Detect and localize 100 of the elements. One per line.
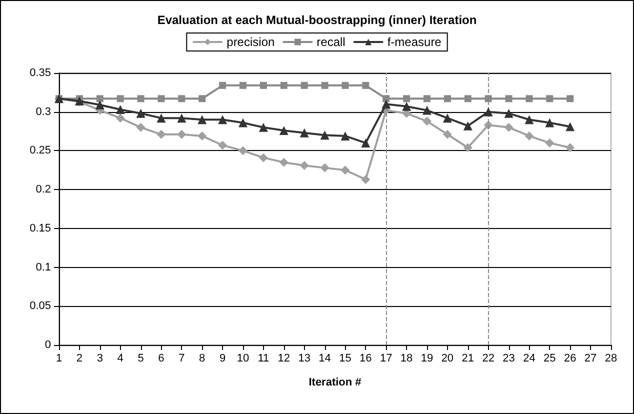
x-tick-label: 26 <box>564 352 576 364</box>
point <box>116 105 125 114</box>
x-tick-label: 9 <box>219 352 226 364</box>
point <box>156 130 166 139</box>
point <box>442 130 452 139</box>
point <box>361 174 370 184</box>
y-tick-label: 0.35 <box>30 67 51 79</box>
point <box>218 115 228 124</box>
point <box>238 146 248 156</box>
x-tick-label: 16 <box>360 352 372 364</box>
point <box>116 95 124 102</box>
point <box>403 95 410 102</box>
point <box>361 138 370 148</box>
x-tick-label: 19 <box>420 352 434 364</box>
x-tick-label: 2 <box>76 352 83 364</box>
point <box>484 107 493 116</box>
point <box>218 140 228 150</box>
x-tick-label: 23 <box>502 352 515 364</box>
point <box>137 95 144 102</box>
point <box>362 82 370 89</box>
point <box>484 95 492 102</box>
point <box>96 95 104 102</box>
x-tick-label: 1 <box>56 352 62 364</box>
x-tick-label: 4 <box>117 352 124 364</box>
point <box>320 163 330 172</box>
chart-title: Evaluation at each Mutual-boostrapping (inner) Iteration <box>157 13 477 27</box>
point <box>240 82 246 89</box>
point <box>321 82 328 89</box>
point <box>116 114 125 123</box>
x-tick-label: 5 <box>138 352 144 364</box>
point <box>504 122 514 132</box>
point <box>198 131 207 140</box>
point <box>258 153 268 162</box>
point <box>464 95 472 102</box>
point <box>156 114 166 123</box>
point <box>279 126 288 136</box>
point <box>198 95 206 102</box>
point <box>566 95 574 102</box>
x-tick-label: 21 <box>462 352 474 364</box>
legend-label: recall <box>316 35 346 49</box>
x-tick-label: 25 <box>544 352 556 364</box>
point <box>219 82 226 89</box>
point <box>136 122 146 132</box>
y-tick-label: 0.2 <box>36 184 51 196</box>
x-tick-label: 3 <box>96 352 103 364</box>
point <box>504 108 514 118</box>
point <box>158 95 165 102</box>
x-tick-label: 11 <box>258 352 270 364</box>
x-tick-label: 8 <box>199 352 206 364</box>
legend-label: precision <box>226 35 275 49</box>
point <box>424 95 430 102</box>
x-tick-label: 14 <box>318 352 331 364</box>
y-tick-label: 0 <box>44 339 51 351</box>
point <box>545 138 554 148</box>
point <box>178 95 186 102</box>
point <box>526 95 533 102</box>
y-tick-label: 0.05 <box>30 300 51 312</box>
point <box>524 131 534 140</box>
x-tick-label: 28 <box>604 352 618 364</box>
point <box>238 118 248 128</box>
point <box>280 82 288 89</box>
point <box>444 95 451 102</box>
x-tick-label: 24 <box>523 352 536 364</box>
point <box>300 82 308 89</box>
point <box>136 108 146 118</box>
point <box>442 114 452 123</box>
point <box>340 166 350 175</box>
point <box>545 118 554 128</box>
x-tick-label: 10 <box>236 352 250 364</box>
x-tick-label: 17 <box>380 352 392 364</box>
legend-label: f-measure <box>387 35 442 49</box>
point <box>342 82 349 89</box>
x-tick-label: 7 <box>178 352 185 364</box>
point <box>524 115 534 124</box>
x-tick-label: 22 <box>482 352 494 364</box>
y-tick-label: 0.3 <box>36 106 51 118</box>
point <box>566 143 575 152</box>
point <box>260 82 267 89</box>
x-tick-label: 15 <box>339 352 352 364</box>
x-tick-label: 12 <box>278 352 290 364</box>
x-tick-label: 13 <box>298 352 310 364</box>
x-axis-title: Iteration # <box>308 376 362 388</box>
y-tick-label: 0.25 <box>30 144 51 157</box>
point <box>95 100 104 110</box>
point <box>382 100 391 109</box>
point <box>177 114 186 123</box>
point <box>177 130 186 139</box>
x-tick-label: 6 <box>158 352 164 364</box>
point <box>546 95 554 102</box>
point <box>340 131 350 140</box>
y-tick-label: 0.1 <box>36 261 51 274</box>
point <box>258 122 268 132</box>
point <box>463 121 472 130</box>
x-tick-label: 27 <box>584 352 597 364</box>
point <box>300 128 309 138</box>
point <box>300 160 309 170</box>
point <box>463 143 472 152</box>
point <box>566 122 575 132</box>
x-tick-label: 20 <box>441 352 454 364</box>
point <box>505 95 512 102</box>
